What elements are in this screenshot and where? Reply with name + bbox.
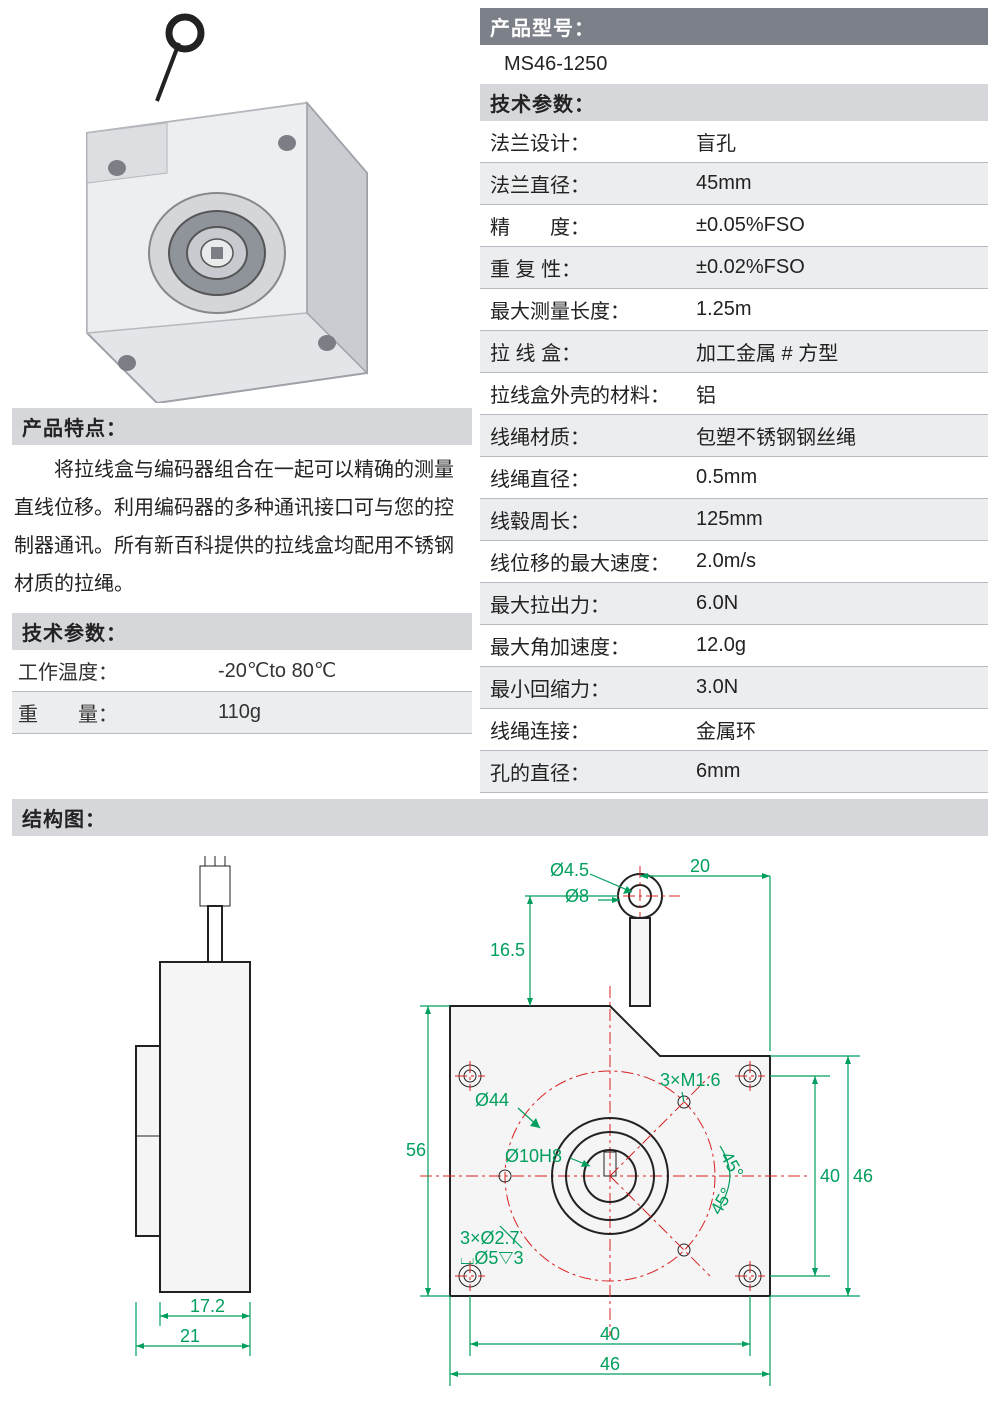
product-photo	[12, 8, 442, 408]
svg-text:⌴Ø5▽3: ⌴Ø5▽3	[460, 1248, 524, 1268]
spec-row: 最大角加速度：12.0g	[480, 625, 988, 667]
spec-row: 线绳直径：0.5mm	[480, 457, 988, 499]
spec-label: 最大测量长度：	[480, 289, 690, 330]
spec-row: 工作温度： -20℃to 80℃	[12, 650, 472, 692]
spec-value: 加工金属 # 方型	[690, 331, 988, 372]
svg-text:56: 56	[406, 1140, 426, 1160]
side-view-drawing: 17.2 21	[50, 856, 310, 1376]
spec-row: 线绳材质：包塑不锈钢钢丝绳	[480, 415, 988, 457]
spec-row: 重 量： 110g	[12, 692, 472, 734]
front-view-drawing: Ø4.5 Ø8 20 16.5 Ø44 3×M1.6	[350, 856, 950, 1416]
svg-text:Ø44: Ø44	[475, 1090, 509, 1110]
spec-row: 拉线盒外壳的材料：铝	[480, 373, 988, 415]
spec-label: 拉 线 盒：	[480, 331, 690, 372]
spec-row: 精 度：±0.05%FSO	[480, 205, 988, 247]
spec-value: 包塑不锈钢钢丝绳	[690, 415, 988, 456]
spec-row: 法兰设计：盲孔	[480, 121, 988, 163]
spec-row: 线位移的最大速度：2.0m/s	[480, 541, 988, 583]
spec-value: 6mm	[690, 754, 988, 789]
spec-row: 重 复 性：±0.02%FSO	[480, 247, 988, 289]
spec-row: 线毂周长：125mm	[480, 499, 988, 541]
spec-label: 法兰直径：	[480, 163, 690, 204]
spec-row: 最小回缩力：3.0N	[480, 667, 988, 709]
spec-label: 重 复 性：	[480, 247, 690, 288]
spec-label: 最大拉出力：	[480, 583, 690, 624]
spec-value: 3.0N	[690, 670, 988, 705]
spec-label: 拉线盒外壳的材料：	[480, 373, 690, 414]
spec-value: -20℃to 80℃	[212, 652, 472, 689]
spec-value: 125mm	[690, 502, 988, 537]
spec-value: 6.0N	[690, 586, 988, 621]
svg-text:Ø4.5: Ø4.5	[550, 860, 589, 880]
left-tech-header: 技术参数：	[12, 613, 472, 650]
spec-row: 最大测量长度：1.25m	[480, 289, 988, 331]
right-spec-table: 法兰设计：盲孔法兰直径：45mm精 度：±0.05%FSO重 复 性：±0.02…	[480, 121, 988, 793]
spec-label: 线绳直径：	[480, 457, 690, 498]
spec-value: 铝	[690, 373, 988, 414]
spec-value: ±0.02%FSO	[690, 250, 988, 285]
spec-label: 线毂周长：	[480, 499, 690, 540]
spec-row: 法兰直径：45mm	[480, 163, 988, 205]
spec-row: 孔的直径：6mm	[480, 751, 988, 793]
structure-diagram: 17.2 21	[0, 836, 1000, 1428]
svg-text:Ø10H8: Ø10H8	[505, 1146, 562, 1166]
svg-text:3×Ø2.7: 3×Ø2.7	[460, 1228, 520, 1248]
spec-value: 0.5mm	[690, 460, 988, 495]
spec-value: 盲孔	[690, 121, 988, 162]
spec-row: 最大拉出力：6.0N	[480, 583, 988, 625]
spec-label: 线位移的最大速度：	[480, 541, 690, 582]
left-spec-table: 工作温度： -20℃to 80℃ 重 量： 110g	[12, 650, 472, 734]
svg-text:46: 46	[600, 1354, 620, 1374]
spec-row: 线绳连接：金属环	[480, 709, 988, 751]
spec-label: 重 量：	[12, 692, 212, 733]
spec-label: 工作温度：	[12, 650, 212, 691]
spec-value: 12.0g	[690, 628, 988, 663]
model-header: 产品型号：	[480, 8, 988, 45]
spec-label: 线绳材质：	[480, 415, 690, 456]
features-header: 产品特点：	[12, 408, 472, 445]
features-text: 将拉线盒与编码器组合在一起可以精确的测量直线位移。利用编码器的多种通讯接口可与您…	[12, 445, 472, 613]
spec-value: 45mm	[690, 166, 988, 201]
svg-text:16.5: 16.5	[490, 940, 525, 960]
spec-value: ±0.05%FSO	[690, 208, 988, 243]
spec-label: 精 度：	[480, 205, 690, 246]
structure-header: 结构图：	[12, 799, 988, 836]
svg-text:3×M1.6: 3×M1.6	[660, 1070, 721, 1090]
svg-text:40: 40	[600, 1324, 620, 1344]
spec-label: 最大角加速度：	[480, 625, 690, 666]
right-tech-header: 技术参数：	[480, 84, 988, 121]
svg-text:20: 20	[690, 856, 710, 876]
spec-value: 110g	[212, 695, 472, 730]
spec-label: 法兰设计：	[480, 121, 690, 162]
svg-text:40: 40	[820, 1166, 840, 1186]
svg-text:46: 46	[853, 1166, 873, 1186]
spec-value: 金属环	[690, 709, 988, 750]
dim-label: 17.2	[190, 1296, 225, 1316]
spec-value: 1.25m	[690, 292, 988, 327]
dim-label: 21	[180, 1326, 200, 1346]
spec-label: 最小回缩力：	[480, 667, 690, 708]
spec-value: 2.0m/s	[690, 544, 988, 579]
spec-label: 线绳连接：	[480, 709, 690, 750]
spec-label: 孔的直径：	[480, 751, 690, 792]
model-value: MS46-1250	[480, 45, 988, 84]
spec-row: 拉 线 盒：加工金属 # 方型	[480, 331, 988, 373]
